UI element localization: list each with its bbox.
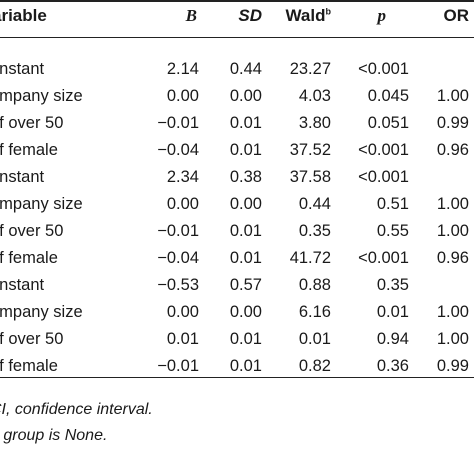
table-row: ompany size 0.00 0.00 6.16 0.01 1.00 (0, 299, 474, 325)
table-row: of female −0.04 0.01 37.52 <0.001 0.96 (0, 137, 474, 163)
sd-cell: 0.01 (229, 357, 262, 375)
variable-cell: ompany size (0, 303, 83, 321)
variable-cell: of over 50 (0, 114, 64, 132)
sd-cell: 0.01 (229, 222, 262, 240)
b-cell: −0.01 (157, 357, 199, 375)
variable-cell: onstant (0, 168, 45, 186)
header-wald: Waldb (286, 4, 331, 28)
or-cell: 1.00 (436, 330, 469, 348)
b-cell: 0.00 (166, 303, 199, 321)
b-cell: −0.04 (157, 141, 199, 159)
variable-cell: of over 50 (0, 222, 64, 240)
p-value-cell: <0.001 (358, 168, 409, 186)
variable-cell: of female (0, 357, 58, 375)
wald-cell: 6.16 (298, 303, 331, 321)
sd-cell: 0.01 (229, 249, 262, 267)
p-value-cell: 0.51 (376, 195, 409, 213)
variable-cell: onstant (0, 60, 45, 78)
b-cell: 2.34 (166, 168, 199, 186)
sd-cell: 0.00 (229, 303, 262, 321)
or-cell: 1.00 (436, 303, 469, 321)
sd-cell: 0.01 (229, 114, 262, 132)
wald-cell: 41.72 (289, 249, 331, 267)
p-value-cell: <0.001 (358, 60, 409, 78)
p-value-cell: 0.045 (367, 87, 409, 105)
header-sd: SD (238, 6, 262, 25)
header-p: p (377, 6, 387, 25)
wald-cell: 0.88 (298, 276, 331, 294)
table-row: onstant 2.14 0.44 23.27 <0.001 (0, 56, 474, 82)
p-value-cell: 0.051 (367, 114, 409, 132)
or-cell: 1.00 (436, 222, 469, 240)
b-cell: −0.01 (157, 114, 199, 132)
table-row: ompany size 0.00 0.00 0.44 0.51 1.00 (0, 191, 474, 217)
or-cell: 0.96 (436, 249, 469, 267)
sd-cell: 0.57 (229, 276, 262, 294)
table-row: of over 50 −0.01 0.01 0.35 0.55 1.00 (0, 218, 474, 244)
b-cell: 0.00 (166, 87, 199, 105)
sd-cell: 0.01 (229, 330, 262, 348)
or-cell: 0.99 (436, 114, 469, 132)
wald-cell: 0.82 (298, 357, 331, 375)
p-value-cell: 0.94 (376, 330, 409, 348)
table-row: of female −0.04 0.01 41.72 <0.001 0.96 (0, 245, 474, 271)
b-cell: 2.14 (166, 60, 199, 78)
p-value-cell: 0.01 (376, 303, 409, 321)
b-cell: 0.00 (166, 195, 199, 213)
or-cell: 0.96 (436, 141, 469, 159)
wald-cell: 0.35 (298, 222, 331, 240)
footnote-a-text: CI, confidence interval. (0, 401, 153, 418)
variable-cell: onstant (0, 276, 45, 294)
footnote-abbreviations: CI, confidence interval. (0, 398, 153, 422)
footnote-reference-group: e group is None. (0, 424, 107, 448)
p-value-cell: 0.35 (376, 276, 409, 294)
wald-cell: 37.52 (289, 141, 331, 159)
header-wald-footnote-mark: b (325, 6, 332, 17)
b-cell: −0.04 (157, 249, 199, 267)
wald-cell: 0.44 (298, 195, 331, 213)
p-value-cell: <0.001 (358, 249, 409, 267)
b-cell: −0.53 (157, 276, 199, 294)
footnote-b-text: e group is None. (0, 427, 108, 444)
p-value-cell: <0.001 (358, 141, 409, 159)
variable-cell: of female (0, 141, 58, 159)
variable-cell: of female (0, 249, 58, 267)
or-cell: 0.99 (436, 357, 469, 375)
p-value-cell: 0.55 (376, 222, 409, 240)
header-or: OR (443, 6, 470, 25)
wald-cell: 3.80 (298, 114, 331, 132)
p-value-cell: 0.36 (376, 357, 409, 375)
table-row: onstant −0.53 0.57 0.88 0.35 (0, 272, 474, 298)
sd-cell: 0.01 (229, 141, 262, 159)
wald-cell: 0.01 (298, 330, 331, 348)
table-row: onstant 2.34 0.38 37.58 <0.001 (0, 164, 474, 190)
table-bottom-rule (0, 377, 474, 378)
header-rule (0, 37, 474, 38)
or-cell: 1.00 (436, 195, 469, 213)
table-top-rule (0, 0, 474, 2)
header-wald-label: Wald (285, 6, 326, 25)
sd-cell: 0.00 (229, 87, 262, 105)
b-cell: 0.01 (166, 330, 199, 348)
b-cell: −0.01 (157, 222, 199, 240)
variable-cell: of over 50 (0, 330, 64, 348)
table-row: of female −0.01 0.01 0.82 0.36 0.99 (0, 353, 474, 379)
sd-cell: 0.44 (229, 60, 262, 78)
wald-cell: 4.03 (298, 87, 331, 105)
table-row: of over 50 −0.01 0.01 3.80 0.051 0.99 (0, 110, 474, 136)
sd-cell: 0.00 (229, 195, 262, 213)
variable-cell: ompany size (0, 195, 83, 213)
wald-cell: 37.58 (289, 168, 331, 186)
wald-cell: 23.27 (289, 60, 331, 78)
or-cell: 1.00 (436, 87, 469, 105)
table-row: of over 50 0.01 0.01 0.01 0.94 1.00 (0, 326, 474, 352)
variable-cell: ompany size (0, 87, 83, 105)
sd-cell: 0.38 (229, 168, 262, 186)
header-variable: ariable (0, 6, 47, 25)
header-b: B (185, 6, 197, 25)
table-row: ompany size 0.00 0.00 4.03 0.045 1.00 (0, 83, 474, 109)
